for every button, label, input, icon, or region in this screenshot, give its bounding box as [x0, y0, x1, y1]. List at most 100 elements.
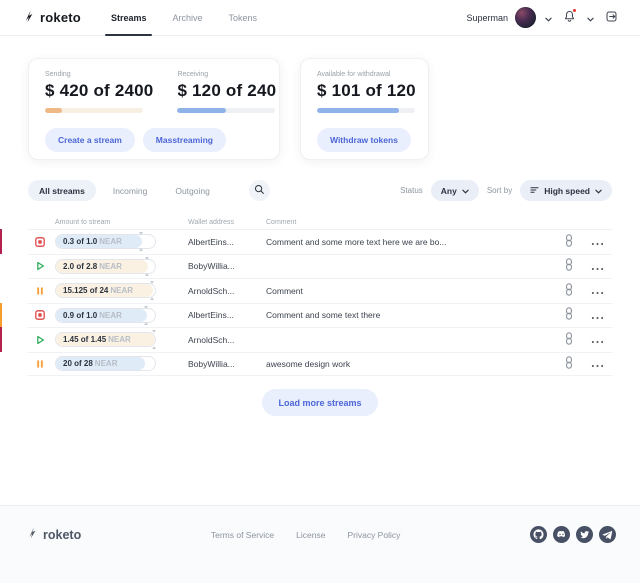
receiving-value: $ 120 of 240: [177, 81, 277, 100]
sending-value: $ 420 of 2400: [45, 81, 154, 100]
link-icon: [564, 332, 574, 348]
wallet-address: BobyWillia...: [188, 358, 235, 369]
nav-item-streams[interactable]: Streams: [105, 0, 152, 36]
withdrawal-progressbar: [317, 108, 415, 113]
row-accent-bar: [0, 302, 2, 327]
withdraw-tokens-button[interactable]: Withdraw tokens: [317, 128, 411, 152]
row-menu-button[interactable]: [582, 328, 612, 352]
ellipsis-icon: [591, 308, 604, 323]
app-header: roketo Streams Archive Tokens Superman: [0, 0, 640, 36]
amount-progress-fill: [56, 357, 146, 371]
withdrawal-card: Available for withdrawal $ 101 of 120 Wi…: [300, 58, 429, 160]
row-accent-bar: [0, 229, 2, 254]
footer-link-terms-of-service[interactable]: Terms of Service: [210, 529, 275, 540]
receiving-summary: Receiving $ 120 of 240: [177, 71, 276, 113]
stream-link-button[interactable]: [556, 304, 582, 328]
search-button[interactable]: [248, 180, 270, 201]
discord-icon[interactable]: [553, 526, 570, 543]
status-label: Status: [400, 186, 423, 195]
link-icon: [564, 283, 574, 299]
amount-unit: NEAR: [99, 261, 122, 271]
notifications-chevron-button[interactable]: [585, 8, 596, 27]
amount-progress-fill: [56, 284, 154, 298]
logout-button[interactable]: [603, 8, 620, 28]
table-row[interactable]: 0.3 of 1.0 NEAR AlbertEins... Comment and…: [0, 229, 612, 254]
wallet-address: ArnoldSch...: [188, 285, 235, 296]
stream-comment: Comment and some text there: [266, 310, 381, 321]
ellipsis-icon: [591, 356, 604, 371]
load-more-button[interactable]: Load more streams: [262, 389, 378, 416]
amount-unit: NEAR: [94, 359, 118, 369]
amount-unit: NEAR: [110, 286, 134, 296]
table-row[interactable]: 1.45 of 1.45 NEAR ArnoldSch...: [0, 327, 612, 352]
amount-text: 0.3 of 1.0: [63, 237, 98, 247]
chevron-down-icon: [587, 10, 594, 25]
tab-outgoing[interactable]: Outgoing: [164, 180, 221, 201]
withdrawal-progress-fill: [317, 108, 400, 113]
amount-progress-pill: 0.3 of 1.0 NEAR: [55, 232, 156, 252]
ellipsis-icon: [591, 234, 604, 249]
brand-logo[interactable]: roketo: [20, 8, 81, 28]
amount-text: 15.125 of 24: [63, 286, 109, 296]
stream-comment: awesome design work: [266, 358, 351, 369]
amount-progress-pill: 20 of 28 NEAR: [55, 356, 156, 372]
row-accent-bar: [0, 327, 2, 352]
table-row[interactable]: 15.125 of 24 NEAR ArnoldSch... Comment: [28, 278, 612, 303]
row-menu-button[interactable]: [582, 230, 612, 254]
stream-link-button[interactable]: [556, 230, 582, 254]
sort-select[interactable]: High speed: [520, 180, 612, 201]
amount-progress-fill: [56, 259, 149, 273]
amount-unit: NEAR: [99, 237, 122, 247]
column-comment: Comment: [266, 218, 297, 226]
footer-brand[interactable]: roketo: [24, 525, 81, 544]
active-icon: [28, 261, 55, 271]
twitter-icon[interactable]: [576, 526, 593, 543]
account-chevron-button[interactable]: [543, 8, 554, 27]
stream-link-button[interactable]: [556, 279, 582, 303]
amount-unit: NEAR: [108, 335, 131, 345]
row-menu-button[interactable]: [582, 279, 612, 303]
search-icon: [254, 183, 265, 198]
tab-incoming[interactable]: Incoming: [102, 180, 159, 201]
amount-progress-fill: [56, 333, 155, 347]
sort-select-value: High speed: [544, 185, 590, 196]
github-icon[interactable]: [530, 526, 547, 543]
avatar[interactable]: [515, 7, 536, 28]
withdrawal-value: $ 101 of 120: [317, 81, 416, 100]
notifications-button[interactable]: [561, 7, 578, 28]
table-row[interactable]: 0.9 of 1.0 NEAR AlbertEins... Comment and…: [0, 302, 612, 328]
row-menu-button[interactable]: [582, 304, 612, 328]
sending-progress-fill: [45, 108, 63, 113]
stream-link-button[interactable]: [556, 328, 582, 352]
amount-progress-fill: [56, 235, 143, 249]
filter-bar: All streams Incoming Outgoing Status Any S…: [0, 160, 640, 201]
column-amount: Amount to stream: [55, 218, 111, 226]
stream-comment: Comment and some more text here we are b…: [266, 236, 447, 247]
paused-icon: [28, 359, 55, 369]
stream-link-button[interactable]: [556, 255, 582, 279]
amount-unit: NEAR: [99, 310, 122, 320]
tab-all-streams[interactable]: All streams: [28, 180, 96, 201]
masstreaming-button[interactable]: Masstreaming: [142, 128, 226, 152]
username: Superman: [466, 12, 508, 23]
create-stream-button[interactable]: Create a stream: [45, 128, 135, 152]
link-icon: [564, 258, 574, 274]
stream-link-button[interactable]: [556, 353, 582, 376]
row-menu-button[interactable]: [582, 255, 612, 279]
notification-dot: [572, 7, 577, 13]
table-row[interactable]: 20 of 28 NEAR BobyWillia... awesome desig…: [28, 351, 612, 376]
streams-summary-card: Sending $ 420 of 2400 Receiving $ 120 of…: [28, 58, 280, 160]
nav-item-tokens[interactable]: Tokens: [228, 12, 258, 23]
telegram-icon[interactable]: [599, 526, 616, 543]
nav-item-archive[interactable]: Archive: [172, 12, 203, 23]
amount-progress-pill: 0.9 of 1.0 NEAR: [55, 305, 156, 325]
table-row[interactable]: 2.0 of 2.8 NEAR BobyWillia...: [28, 253, 612, 279]
row-menu-button[interactable]: [582, 353, 612, 376]
active-icon: [28, 335, 55, 345]
footer-link-privacy-policy[interactable]: Privacy Policy: [347, 529, 401, 540]
link-icon: [564, 307, 574, 323]
status-select[interactable]: Any: [430, 180, 479, 201]
chevron-down-icon: [545, 10, 552, 25]
footer-link-license[interactable]: License: [296, 529, 326, 540]
streams-table: Amount to stream Wallet address Comment …: [0, 215, 612, 416]
